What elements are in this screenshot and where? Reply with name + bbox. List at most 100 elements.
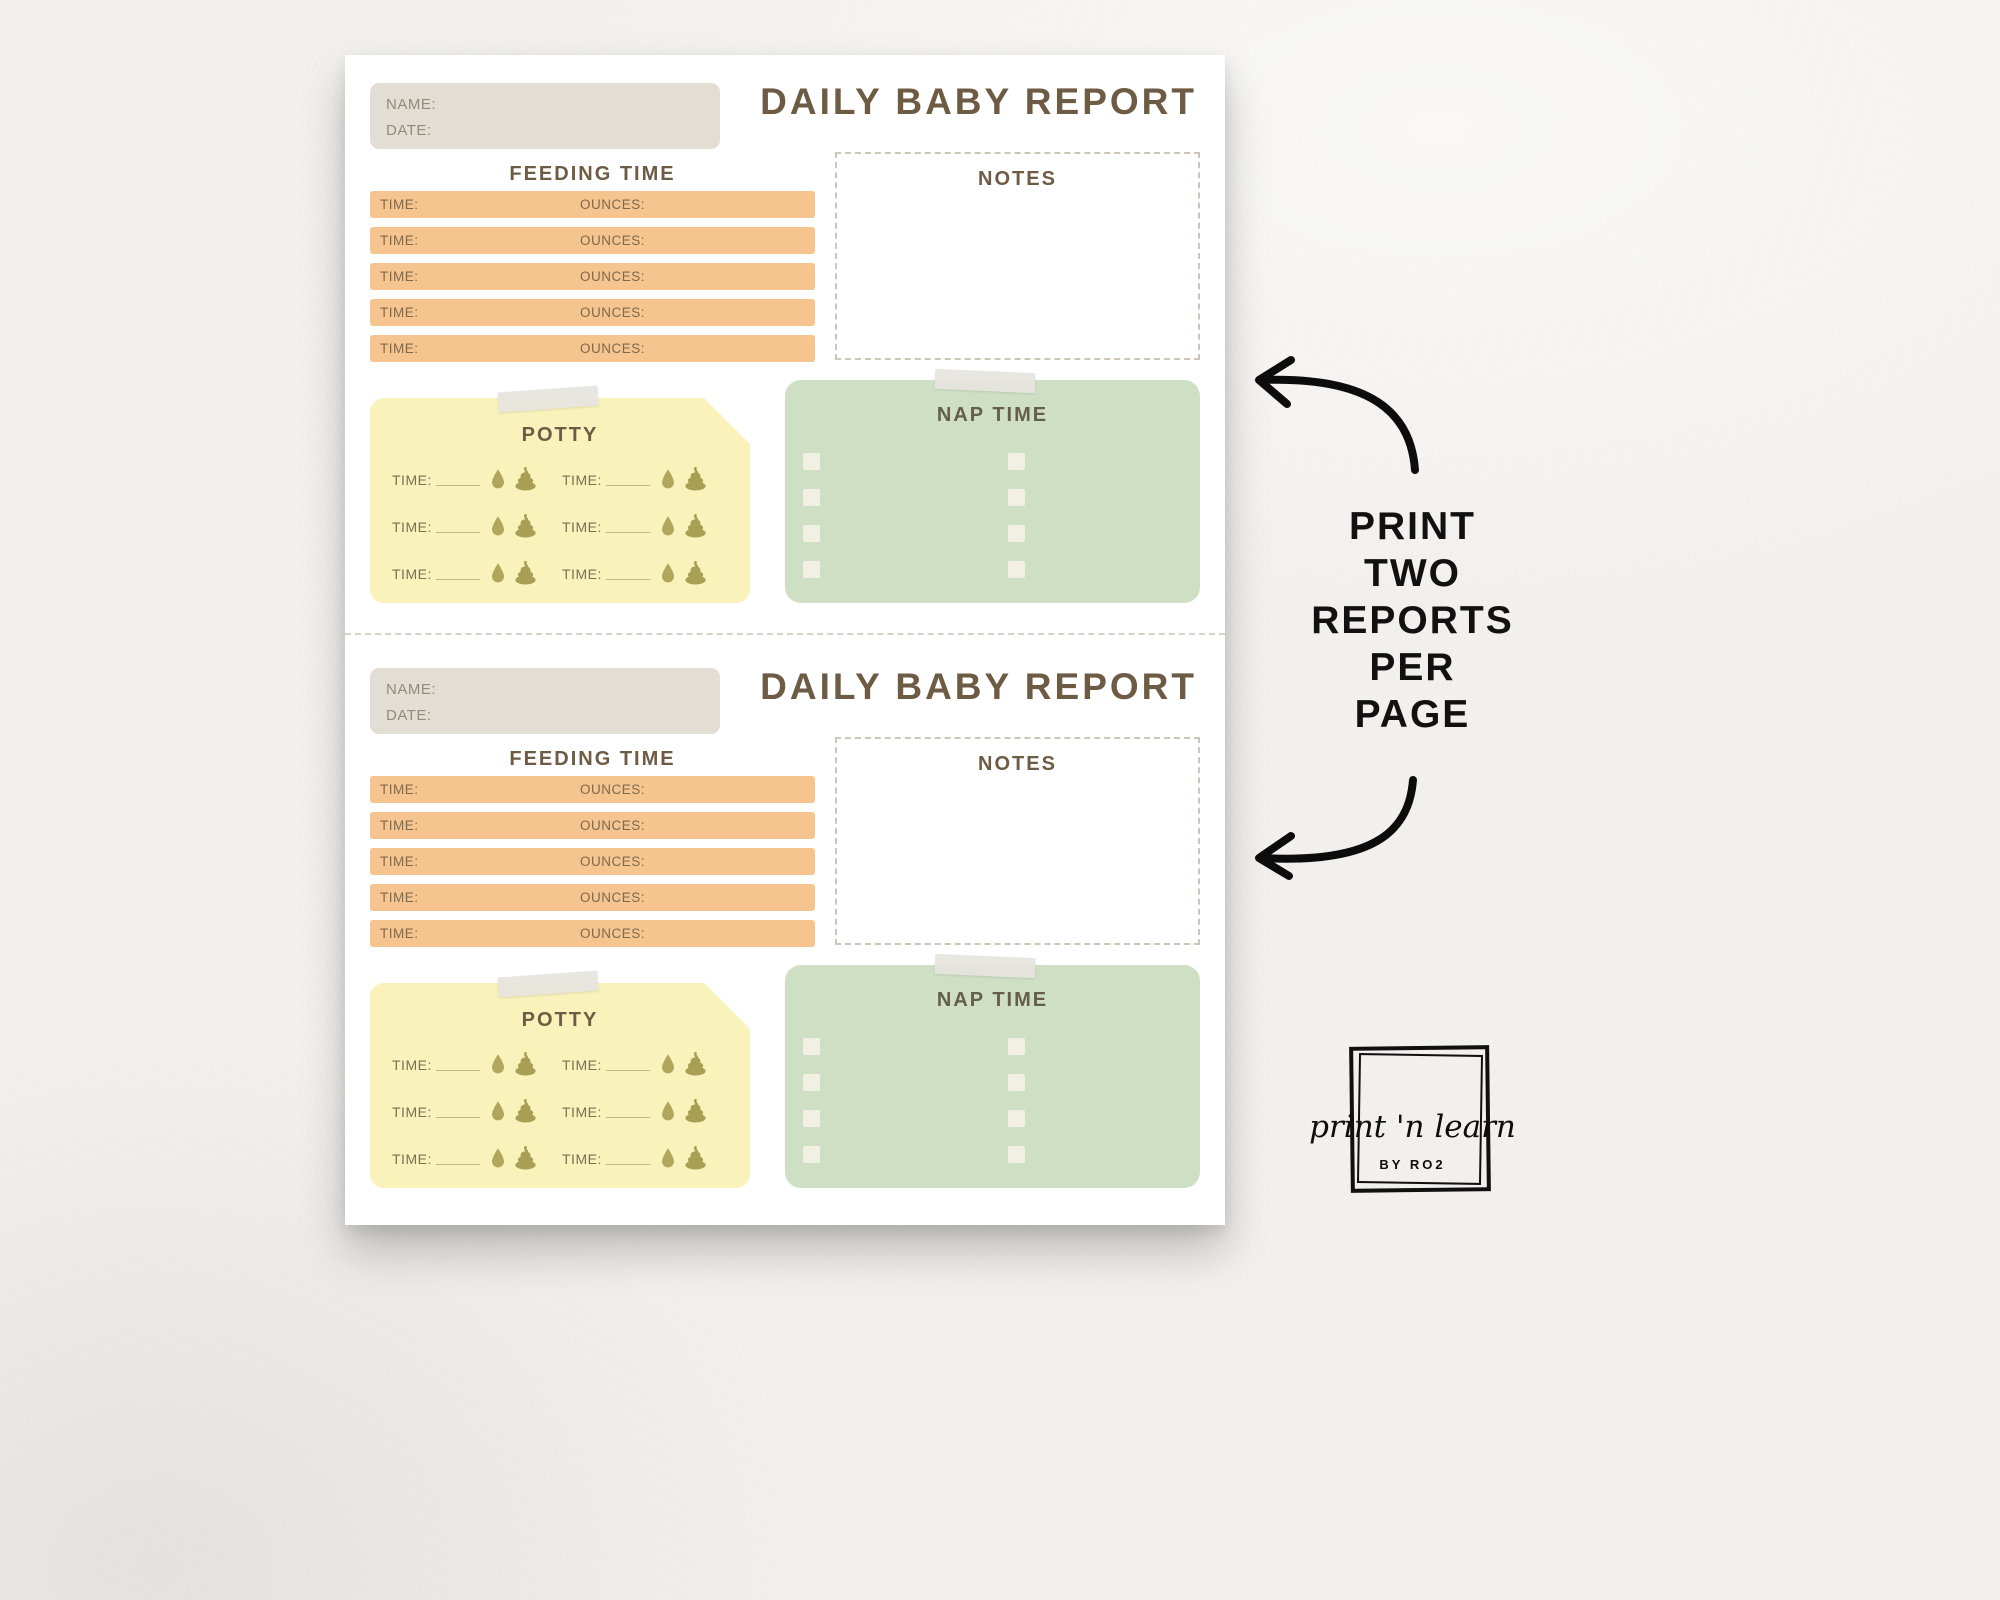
- potty-entry: TIME:: [562, 1136, 728, 1170]
- nap-checkbox: [1008, 561, 1025, 578]
- nap-checkbox: [803, 525, 820, 542]
- feeding-time-label: TIME:: [380, 926, 419, 941]
- potty-entry: TIME:: [392, 457, 558, 491]
- name-label: NAME:: [386, 96, 437, 113]
- poop-icon: [512, 1146, 539, 1170]
- feeding-row: TIME: OUNCES:: [370, 884, 815, 911]
- nap-checkbox: [803, 1074, 820, 1091]
- potty-write-line: [606, 1117, 650, 1118]
- nap-checkbox: [1008, 1038, 1025, 1055]
- feeding-ounces-label: OUNCES:: [580, 818, 646, 833]
- pee-drop-icon: [489, 1099, 507, 1123]
- nap-checkbox: [1008, 489, 1025, 506]
- feeding-heading: FEEDING TIME: [509, 748, 676, 770]
- poop-icon: [512, 561, 539, 585]
- potty-entry: TIME:: [392, 551, 558, 585]
- feeding-row: TIME: OUNCES:: [370, 920, 815, 947]
- logo-frame-icon: [1349, 1045, 1491, 1193]
- potty-time-label: TIME:: [392, 1104, 432, 1120]
- notes-heading: NOTES: [978, 168, 1057, 190]
- potty-write-line: [606, 1070, 650, 1071]
- marketing-text-line: PRINT: [1349, 505, 1476, 548]
- report-title: DAILY BABY REPORT: [760, 81, 1197, 122]
- potty-time-label: TIME:: [562, 1104, 602, 1120]
- report-section: NAME: DATE: DAILY BABY REPORT FEEDING TI…: [345, 55, 1225, 639]
- nap-checkbox: [803, 1038, 820, 1055]
- feeding-time-label: TIME:: [380, 890, 419, 905]
- feeding-row: TIME: OUNCES:: [370, 812, 815, 839]
- feeding-time-label: TIME:: [380, 197, 419, 212]
- feeding-time-label: TIME:: [380, 782, 419, 797]
- marketing-text: PRINT TWO REPORTS PER PAGE: [1290, 503, 1535, 738]
- feeding-row: TIME: OUNCES:: [370, 299, 815, 326]
- potty-card: POTTY TIME: TIME: TIME: [370, 398, 750, 603]
- notes-heading: NOTES: [978, 753, 1057, 775]
- feeding-ounces-label: OUNCES:: [580, 854, 646, 869]
- nap-checkbox: [803, 561, 820, 578]
- nap-checkbox: [803, 453, 820, 470]
- poop-icon: [512, 1052, 539, 1076]
- nap-checkbox-column: [803, 1038, 820, 1163]
- name-label: NAME:: [386, 681, 437, 698]
- feeding-ounces-label: OUNCES:: [580, 890, 646, 905]
- potty-time-label: TIME:: [392, 519, 432, 535]
- marketing-text-line: PAGE: [1354, 693, 1471, 736]
- pee-drop-icon: [659, 1146, 677, 1170]
- nap-checkbox: [803, 1146, 820, 1163]
- report-title: DAILY BABY REPORT: [760, 666, 1197, 707]
- nap-checkbox: [1008, 1110, 1025, 1127]
- pee-drop-icon: [659, 561, 677, 585]
- feeding-ounces-label: OUNCES:: [580, 305, 646, 320]
- potty-write-line: [606, 485, 650, 486]
- nap-checkbox-column: [1008, 453, 1025, 578]
- potty-grid: TIME: TIME: TIME:: [370, 1032, 750, 1170]
- nap-checkbox-columns: [785, 427, 1200, 578]
- potty-grid: TIME: TIME: TIME:: [370, 447, 750, 585]
- potty-write-line: [436, 1070, 480, 1071]
- feeding-time-label: TIME:: [380, 305, 419, 320]
- potty-entry: TIME:: [562, 551, 728, 585]
- nap-heading: NAP TIME: [936, 989, 1049, 1011]
- pee-drop-icon: [489, 514, 507, 538]
- brand-logo: print 'n learn BY RO2: [1305, 1035, 1520, 1220]
- potty-time-label: TIME:: [562, 519, 602, 535]
- feeding-ounces-label: OUNCES:: [580, 269, 646, 284]
- potty-entry: TIME:: [392, 1042, 558, 1076]
- cut-line-divider: [345, 633, 1225, 635]
- potty-card: POTTY TIME: TIME: TIME: [370, 983, 750, 1188]
- poop-icon: [512, 1099, 539, 1123]
- potty-entry: TIME:: [392, 504, 558, 538]
- nap-checkbox-column: [803, 453, 820, 578]
- notes-box: NOTES: [835, 737, 1200, 945]
- feeding-row: TIME: OUNCES:: [370, 263, 815, 290]
- pee-drop-icon: [489, 1052, 507, 1076]
- poop-icon: [512, 467, 539, 491]
- feeding-row: TIME: OUNCES:: [370, 335, 815, 362]
- feeding-rows: TIME: OUNCES: TIME: OUNCES: TIME: OUNCES…: [370, 776, 815, 956]
- notes-box: NOTES: [835, 152, 1200, 360]
- feeding-row: TIME: OUNCES:: [370, 848, 815, 875]
- marketing-text-line: TWO: [1364, 552, 1461, 595]
- potty-time-label: TIME:: [392, 472, 432, 488]
- potty-write-line: [436, 532, 480, 533]
- name-date-box: NAME: DATE:: [370, 668, 720, 734]
- feeding-ounces-label: OUNCES:: [580, 782, 646, 797]
- potty-time-label: TIME:: [392, 1057, 432, 1073]
- pee-drop-icon: [489, 1146, 507, 1170]
- potty-heading: POTTY: [521, 424, 599, 446]
- pee-drop-icon: [659, 514, 677, 538]
- feeding-time-label: TIME:: [380, 818, 419, 833]
- potty-write-line: [606, 1164, 650, 1165]
- feeding-row: TIME: OUNCES:: [370, 776, 815, 803]
- report-section: NAME: DATE: DAILY BABY REPORT FEEDING TI…: [345, 640, 1225, 1224]
- feeding-time-label: TIME:: [380, 233, 419, 248]
- date-label: DATE:: [386, 707, 432, 724]
- potty-time-label: TIME:: [562, 1057, 602, 1073]
- nap-heading: NAP TIME: [936, 404, 1049, 426]
- potty-time-label: TIME:: [392, 1151, 432, 1167]
- pee-drop-icon: [659, 1099, 677, 1123]
- potty-entry: TIME:: [392, 1136, 558, 1170]
- poop-icon: [682, 561, 709, 585]
- feeding-time-label: TIME:: [380, 854, 419, 869]
